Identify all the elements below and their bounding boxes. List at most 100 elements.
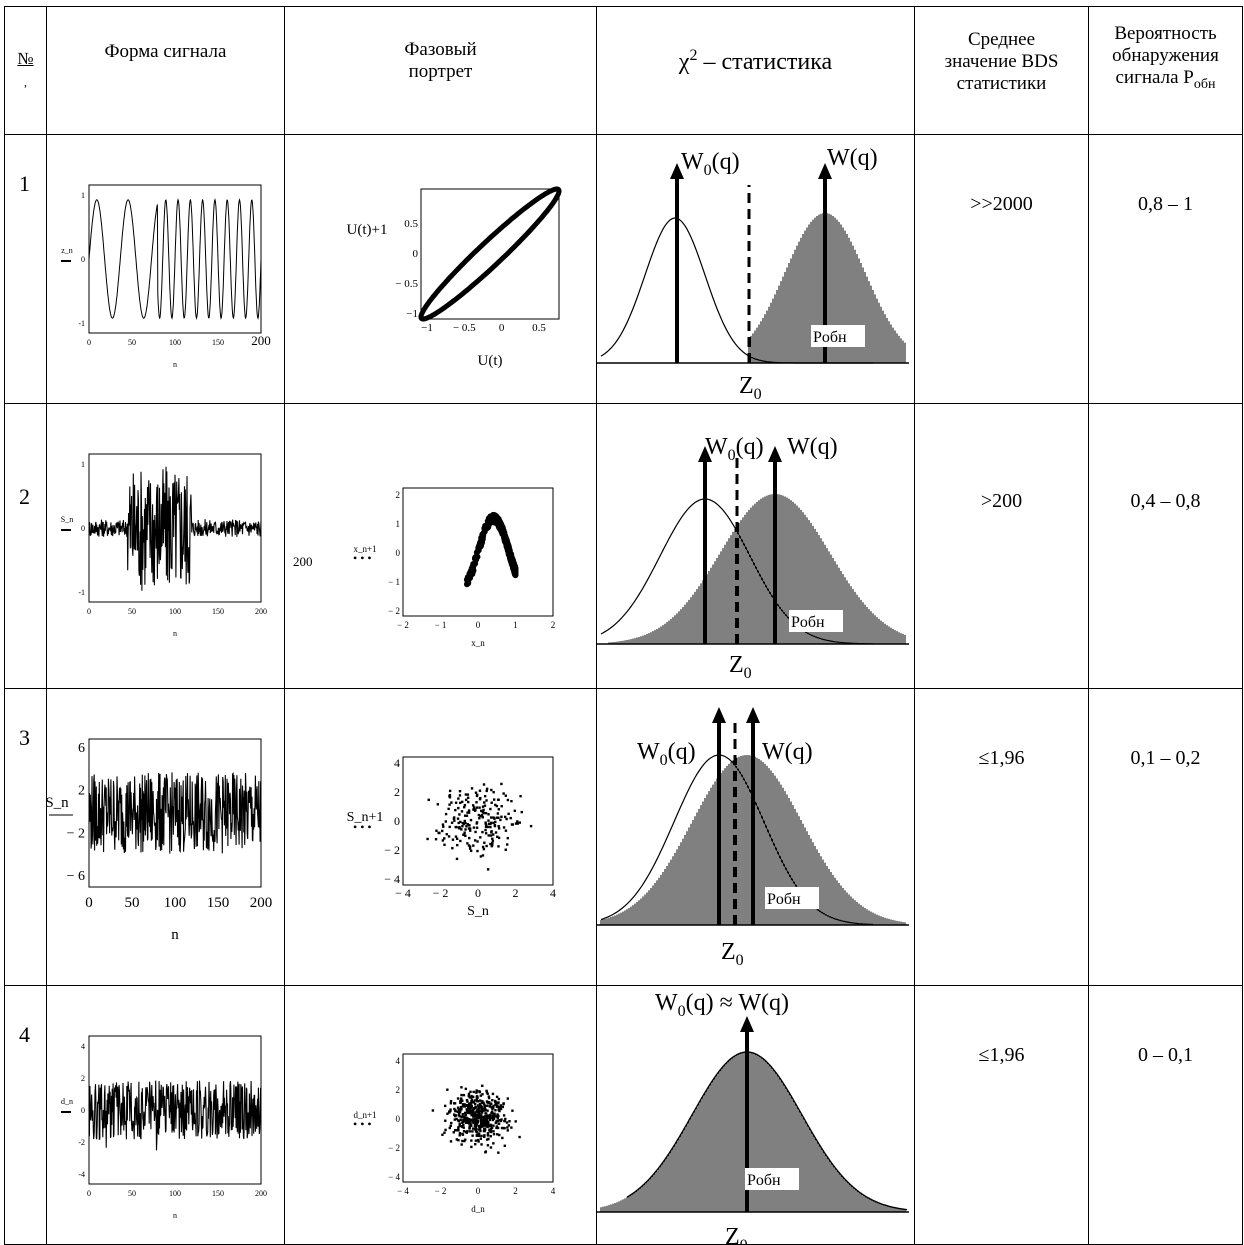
- portrait-point: [465, 1118, 469, 1122]
- portrait-point: [467, 800, 470, 804]
- chi-w0-label: W0(q): [681, 149, 740, 179]
- chi-arrow-w0-head: [740, 1016, 754, 1032]
- portrait-point: [479, 814, 482, 818]
- portrait-ytick: − 4: [384, 872, 400, 886]
- portrait-point: [479, 855, 483, 858]
- portrait-point: [475, 1090, 479, 1093]
- portrait-point: [481, 1084, 484, 1088]
- portrait-point: [484, 1150, 488, 1153]
- portrait-point: [494, 820, 497, 824]
- portrait-point: [474, 791, 478, 794]
- chi-z0-label: Z0: [725, 1224, 748, 1244]
- portrait-point: [485, 1118, 489, 1122]
- portrait-point: [460, 1097, 463, 1100]
- portrait-point: [467, 811, 471, 814]
- portrait-point: [506, 1097, 509, 1100]
- portrait-point: [475, 1109, 479, 1112]
- portrait-point: [488, 1105, 492, 1108]
- signal-ytick: 6: [78, 741, 85, 756]
- portrait-point: [473, 1128, 477, 1131]
- portrait-point: [476, 849, 479, 853]
- portrait-ylabel-dots: • • •: [353, 551, 372, 565]
- portrait-point: [495, 1104, 499, 1108]
- portrait-point: [443, 1131, 446, 1134]
- portrait-point: [497, 808, 501, 811]
- portrait-point: [506, 1129, 509, 1132]
- portrait-point: [472, 804, 475, 807]
- portrait-point: [490, 788, 493, 792]
- bds-value: ≤1,96: [914, 688, 1089, 986]
- portrait-point: [489, 1113, 492, 1117]
- portrait-point: [505, 843, 509, 846]
- portrait-point: [488, 1130, 491, 1133]
- portrait-point: [456, 1106, 460, 1109]
- portrait-ytick: 0: [413, 248, 419, 260]
- portrait-point: [452, 1131, 455, 1134]
- row-number: 3: [4, 688, 47, 986]
- portrait-point: [497, 1101, 500, 1104]
- portrait-point: [491, 839, 495, 843]
- portrait-point: [475, 1091, 478, 1094]
- portrait-point: [501, 1105, 504, 1109]
- portrait-point: [467, 1106, 470, 1110]
- portrait-point: [472, 1109, 475, 1112]
- portrait-point: [457, 797, 460, 800]
- portrait-point: [516, 822, 519, 825]
- portrait-point: [474, 1106, 478, 1109]
- probability-value: 0,4 – 0,8: [1088, 403, 1243, 689]
- portrait-point: [491, 1092, 495, 1096]
- portrait-point: [504, 794, 508, 797]
- portrait-ytick: 0: [396, 1114, 401, 1124]
- portrait-point: [465, 1121, 468, 1124]
- portrait-point: [474, 1143, 477, 1146]
- portrait-point: [460, 1086, 463, 1089]
- portrait-point: [520, 810, 523, 814]
- portrait-point: [473, 1107, 476, 1111]
- portrait-point: [475, 806, 479, 809]
- portrait-point: [448, 825, 451, 829]
- portrait-point: [462, 1129, 466, 1133]
- chi-arrow-w-head: [768, 446, 782, 462]
- portrait-point: [494, 1121, 498, 1125]
- portrait-point: [492, 833, 495, 836]
- portrait-point: [490, 801, 493, 804]
- portrait-point: [475, 1119, 478, 1123]
- portrait-point: [473, 1099, 477, 1102]
- portrait-point: [486, 1134, 490, 1137]
- portrait-point: [431, 1109, 435, 1112]
- portrait-point: [481, 1109, 485, 1112]
- portrait-point: [476, 540, 483, 547]
- portrait-point: [529, 824, 533, 828]
- portrait-point: [466, 1103, 469, 1107]
- portrait-xtick: − 2: [397, 620, 409, 630]
- portrait-point: [492, 798, 496, 801]
- portrait-point: [494, 831, 498, 834]
- portrait-xlabel: x_n: [471, 638, 485, 648]
- portrait-point: [496, 812, 500, 815]
- portrait-point: [463, 806, 466, 809]
- portrait-point: [468, 1102, 471, 1105]
- portrait-point: [470, 1098, 474, 1101]
- portrait-point: [480, 1105, 484, 1109]
- portrait-point: [504, 848, 507, 851]
- portrait-point: [496, 835, 499, 838]
- chi-w-label: W(q): [827, 145, 878, 171]
- portrait-ytick: − 1: [388, 577, 400, 587]
- portrait-point: [462, 1118, 465, 1122]
- portrait-point: [473, 809, 477, 812]
- portrait-point: [480, 1134, 483, 1138]
- portrait-point: [495, 1125, 499, 1128]
- signal-ytick: 2: [81, 1074, 85, 1083]
- portrait-point: [483, 1129, 486, 1133]
- portrait-point: [466, 793, 470, 796]
- portrait-point: [468, 1122, 471, 1125]
- portrait-point: [484, 821, 487, 824]
- portrait-point: [489, 1123, 493, 1127]
- portrait-point: [458, 1112, 461, 1115]
- portrait-point: [448, 803, 451, 806]
- signal-ytick: -1: [78, 319, 85, 328]
- portrait-point: [442, 825, 445, 828]
- portrait-point: [441, 823, 445, 826]
- signal-ytick: 2: [78, 784, 85, 799]
- portrait-point: [455, 1129, 459, 1132]
